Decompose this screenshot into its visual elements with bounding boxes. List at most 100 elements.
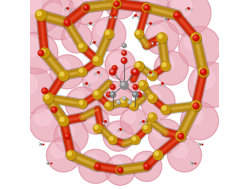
Circle shape [162, 63, 166, 67]
Circle shape [107, 92, 111, 97]
Circle shape [120, 66, 147, 93]
Circle shape [93, 56, 103, 66]
Circle shape [79, 101, 87, 109]
Circle shape [109, 136, 118, 145]
Circle shape [60, 117, 64, 121]
Circle shape [95, 164, 100, 169]
Circle shape [149, 114, 153, 118]
Circle shape [143, 124, 151, 133]
Circle shape [154, 150, 162, 160]
Circle shape [143, 125, 152, 133]
Circle shape [174, 13, 181, 19]
Circle shape [93, 90, 102, 99]
Circle shape [86, 70, 98, 82]
Circle shape [112, 0, 121, 8]
Circle shape [198, 67, 208, 77]
Circle shape [120, 108, 147, 134]
Circle shape [110, 69, 116, 75]
Circle shape [66, 150, 76, 160]
Circle shape [144, 5, 147, 8]
Circle shape [43, 89, 45, 91]
Circle shape [192, 34, 201, 43]
Circle shape [117, 101, 119, 102]
Circle shape [119, 168, 121, 170]
Circle shape [59, 71, 69, 81]
Circle shape [162, 106, 166, 110]
Circle shape [167, 138, 201, 172]
Circle shape [51, 143, 66, 158]
Circle shape [79, 149, 113, 183]
Circle shape [50, 55, 84, 89]
Circle shape [177, 132, 186, 142]
Circle shape [149, 25, 165, 41]
Circle shape [131, 70, 136, 74]
Circle shape [133, 92, 138, 97]
Circle shape [105, 102, 113, 110]
Circle shape [54, 119, 88, 153]
Circle shape [65, 21, 68, 23]
Circle shape [94, 91, 98, 95]
Circle shape [149, 72, 158, 81]
Circle shape [22, 38, 41, 57]
Circle shape [158, 34, 167, 43]
Circle shape [111, 85, 116, 90]
Circle shape [161, 105, 170, 114]
Circle shape [94, 125, 98, 129]
Circle shape [133, 70, 136, 72]
Circle shape [97, 81, 131, 115]
Circle shape [138, 81, 147, 90]
Circle shape [123, 97, 124, 98]
Circle shape [192, 102, 196, 106]
Circle shape [128, 101, 130, 102]
Circle shape [134, 85, 136, 87]
Circle shape [94, 57, 98, 61]
Circle shape [174, 12, 180, 18]
Circle shape [149, 119, 183, 153]
Circle shape [110, 92, 115, 97]
Circle shape [132, 136, 140, 145]
Circle shape [55, 59, 70, 75]
Circle shape [109, 136, 117, 144]
Circle shape [132, 69, 138, 75]
Circle shape [135, 62, 144, 71]
Circle shape [123, 97, 126, 100]
Circle shape [65, 87, 99, 121]
Circle shape [70, 91, 85, 107]
Circle shape [114, 1, 119, 6]
Circle shape [158, 34, 162, 38]
Circle shape [39, 51, 44, 56]
Circle shape [79, 43, 88, 53]
Circle shape [148, 113, 156, 121]
Circle shape [121, 99, 124, 102]
Circle shape [157, 33, 167, 43]
Circle shape [78, 100, 87, 108]
Circle shape [194, 36, 196, 38]
Circle shape [12, 0, 62, 34]
Circle shape [153, 124, 168, 139]
Circle shape [144, 5, 150, 11]
Circle shape [43, 89, 48, 94]
Circle shape [105, 49, 135, 79]
Circle shape [59, 71, 68, 81]
Circle shape [149, 114, 157, 122]
Circle shape [144, 125, 147, 129]
Circle shape [65, 134, 70, 139]
Circle shape [124, 111, 136, 123]
Circle shape [131, 136, 139, 144]
Circle shape [96, 165, 98, 167]
Circle shape [199, 68, 209, 77]
Circle shape [177, 132, 181, 136]
Circle shape [166, 0, 211, 36]
Circle shape [137, 93, 142, 97]
Circle shape [65, 134, 67, 136]
Circle shape [39, 0, 81, 40]
Circle shape [192, 102, 201, 112]
Circle shape [110, 85, 115, 89]
Circle shape [188, 62, 234, 108]
Circle shape [111, 70, 113, 72]
Circle shape [47, 138, 81, 172]
Circle shape [136, 31, 139, 34]
Circle shape [136, 155, 149, 169]
Circle shape [105, 0, 135, 19]
Circle shape [172, 0, 192, 17]
